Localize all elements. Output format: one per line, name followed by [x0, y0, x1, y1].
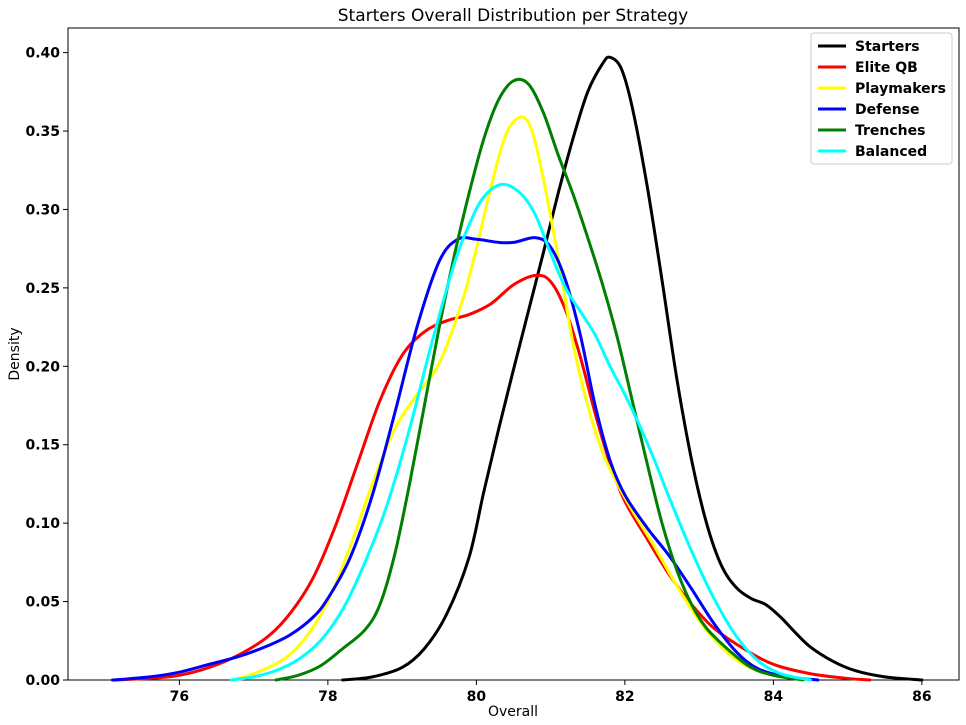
y-axis-ticks: 0.00 0.05 0.10 0.15 0.20 0.25 0.30 0.35 0.40 [25, 46, 68, 689]
series-line-playmakers [229, 115, 812, 682]
legend-label-elite-qb: Elite QB [855, 60, 918, 76]
legend-items: Starters Elite QB Playmakers Defense Trenche… [818, 39, 946, 160]
series-line-defense [111, 236, 820, 682]
y-tick-label: 0.30 [25, 202, 60, 218]
x-tick-label: 78 [318, 689, 337, 705]
legend-label-playmakers: Playmakers [855, 81, 946, 97]
x-tick-label: 84 [764, 689, 784, 705]
legend-label-defense: Defense [855, 102, 920, 118]
x-tick-label: 76 [170, 689, 189, 705]
plot-frame [67, 27, 960, 681]
y-tick-label: 0.20 [25, 359, 60, 375]
x-axis-ticks: 76 78 80 82 84 86 [170, 680, 932, 705]
y-tick-label: 0.05 [25, 595, 60, 611]
y-axis-label: Density [7, 327, 23, 380]
plot-area: 76 78 80 82 84 86 0.00 0.05 0.10 0.15 0.20 0.25 0.3… [25, 27, 960, 705]
y-tick-label: 0.25 [25, 281, 60, 297]
legend-label-balanced: Balanced [855, 144, 927, 160]
legend-label-trenches: Trenches [855, 123, 925, 139]
x-tick-label: 86 [912, 689, 931, 705]
series-layer [111, 55, 924, 682]
legend-label-starters: Starters [855, 39, 920, 55]
x-axis-label: Overall [488, 704, 538, 720]
x-tick-label: 80 [467, 689, 487, 705]
legend-box [810, 32, 953, 165]
y-tick-label: 0.00 [25, 673, 60, 689]
chart-title: Starters Overall Distribution per Strate… [338, 6, 688, 26]
y-tick-label: 0.15 [25, 438, 60, 454]
y-tick-label: 0.35 [25, 124, 60, 140]
series-line-elite-qb [111, 273, 872, 682]
series-line-trenches [274, 77, 805, 682]
series-line-starters [341, 55, 924, 682]
legend: Starters Elite QB Playmakers Defense Trenche… [810, 32, 953, 165]
x-tick-label: 82 [615, 689, 634, 705]
y-tick-label: 0.10 [25, 516, 60, 532]
y-tick-label: 0.40 [25, 46, 60, 62]
series-line-balanced [229, 182, 812, 682]
